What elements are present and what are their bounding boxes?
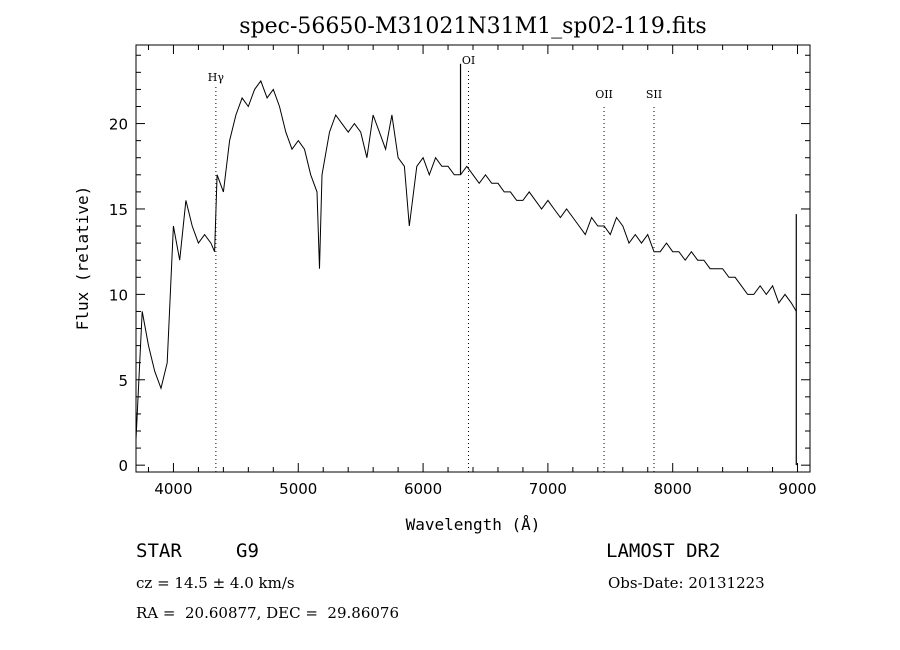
y-axis-ticks: 0 5 10 15 20 xyxy=(109,54,810,475)
plot-frame xyxy=(135,44,811,473)
x-tick-label: 5000 xyxy=(279,480,317,498)
x-tick-label: 4000 xyxy=(154,480,192,498)
y-tick-label: 10 xyxy=(109,286,128,304)
y-tick-label: 20 xyxy=(109,116,128,134)
x-tick-label: 8000 xyxy=(654,480,692,498)
coordinates: RA = 20.60877, DEC = 29.86076 xyxy=(136,604,400,622)
object-subclass: G9 xyxy=(236,540,259,562)
x-tick-label: 7000 xyxy=(529,480,567,498)
redshift-cz: cz = 14.5 ± 4.0 km/s xyxy=(136,574,295,592)
y-axis-label: Flux (relative) xyxy=(73,186,92,331)
line-marker-label: OI xyxy=(462,54,475,67)
x-axis-ticks: 4000 5000 6000 7000 8000 9000 xyxy=(147,45,817,498)
y-tick-label: 15 xyxy=(109,201,128,219)
spectrum-line xyxy=(135,79,797,440)
line-marker-label: OII xyxy=(595,88,613,101)
line-markers: Hγ OI OII SII xyxy=(208,54,662,472)
x-axis-label: Wavelength (Å) xyxy=(406,515,541,534)
chart-title: spec-56650-M31021N31M1_sp02-119.fits xyxy=(239,14,706,39)
x-tick-label: 9000 xyxy=(778,480,816,498)
spectrum-spikes xyxy=(459,63,797,466)
object-class: STAR xyxy=(136,540,182,562)
survey-name: LAMOST DR2 xyxy=(606,540,721,562)
y-tick-label: 0 xyxy=(118,457,128,475)
x-tick-label: 6000 xyxy=(404,480,442,498)
line-marker-label: Hγ xyxy=(208,71,225,84)
line-marker-label: SII xyxy=(646,88,662,101)
y-tick-label: 5 xyxy=(118,372,128,390)
obs-date: Obs-Date: 20131223 xyxy=(608,574,765,592)
